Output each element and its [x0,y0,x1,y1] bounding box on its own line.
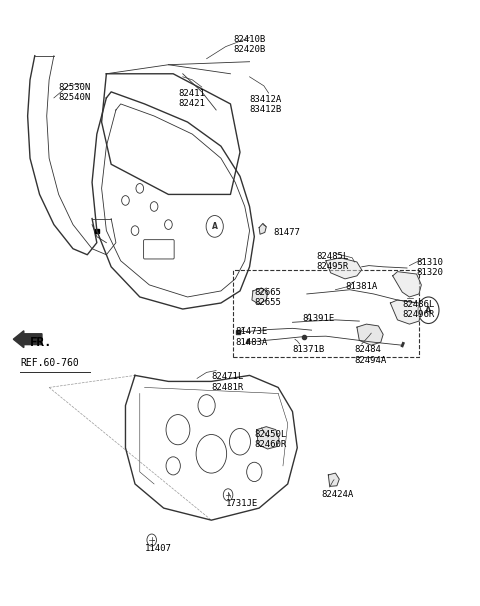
Polygon shape [357,324,383,345]
Text: 81371B: 81371B [292,345,325,355]
Text: 81477: 81477 [274,228,300,236]
Text: 82485L
82495R: 82485L 82495R [316,251,348,271]
Text: A: A [425,306,432,315]
Text: 11407: 11407 [144,544,171,553]
Text: A: A [212,222,217,231]
Text: 81310
81320: 81310 81320 [417,258,444,277]
Text: 82530N
82540N: 82530N 82540N [59,83,91,102]
Polygon shape [328,473,339,487]
Text: 82665
82655: 82665 82655 [254,288,281,307]
Polygon shape [326,258,362,279]
Text: 82450L
82460R: 82450L 82460R [254,430,287,449]
Text: 81473E
81483A: 81473E 81483A [235,327,267,347]
Text: 1731JE: 1731JE [226,499,258,508]
Polygon shape [252,288,268,304]
Polygon shape [259,224,266,235]
Polygon shape [393,271,421,297]
Text: 81381A: 81381A [345,282,377,291]
Text: 82471L
82481R: 82471L 82481R [211,372,244,391]
Text: FR.: FR. [30,336,52,349]
Text: 82484
82494A: 82484 82494A [355,345,387,365]
Text: 81391E: 81391E [302,314,334,323]
Text: 82411
82421: 82411 82421 [178,89,205,108]
Polygon shape [257,427,279,449]
Text: 82486L
82496R: 82486L 82496R [402,300,434,319]
Text: 82410B
82420B: 82410B 82420B [233,35,265,54]
Text: REF.60-760: REF.60-760 [21,359,79,368]
Text: 83412A
83412B: 83412A 83412B [250,95,282,115]
Polygon shape [390,300,421,324]
Text: 82424A: 82424A [321,490,353,499]
FancyArrow shape [13,331,42,348]
